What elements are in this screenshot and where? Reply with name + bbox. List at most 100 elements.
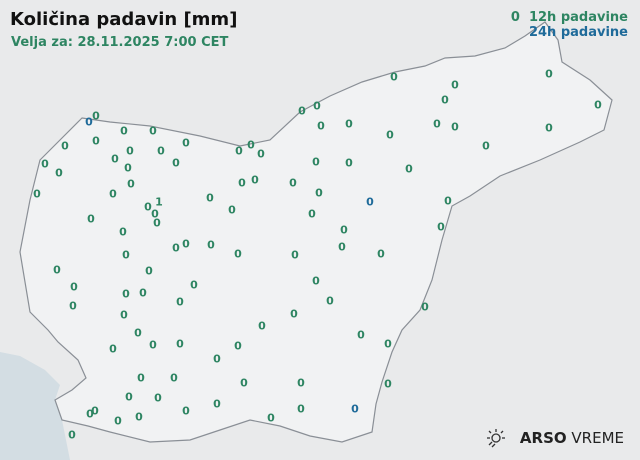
station-value-12h: 0 bbox=[190, 279, 198, 292]
arso-logo[interactable]: ARSO VREME bbox=[486, 428, 624, 448]
station-value-12h: 0 bbox=[213, 353, 221, 366]
station-value-12h: 0 bbox=[70, 281, 78, 294]
sea bbox=[0, 352, 70, 460]
station-value-12h: 0 bbox=[390, 71, 398, 84]
station-value-12h: 0 bbox=[312, 156, 320, 169]
station-value-12h: 0 bbox=[240, 377, 248, 390]
legend-24h: 24h padavine bbox=[511, 25, 628, 40]
station-value-12h: 0 bbox=[257, 148, 265, 161]
station-value-12h: 0 bbox=[444, 195, 452, 208]
station-value-12h: 0 bbox=[451, 121, 459, 134]
station-value-12h: 0 bbox=[157, 145, 165, 158]
station-value-12h: 0 bbox=[405, 163, 413, 176]
station-value-12h: 0 bbox=[297, 377, 305, 390]
station-value-12h: 0 bbox=[313, 100, 321, 113]
station-value-12h: 0 bbox=[69, 300, 77, 313]
station-value-12h: 0 bbox=[386, 129, 394, 142]
station-value-12h: 0 bbox=[267, 412, 275, 425]
station-value-12h: 1 bbox=[155, 196, 163, 209]
station-value-12h: 0 bbox=[437, 221, 445, 234]
station-value-24h: 0 bbox=[366, 196, 374, 209]
station-value-12h: 0 bbox=[235, 145, 243, 158]
station-value-12h: 0 bbox=[312, 275, 320, 288]
station-value-12h: 0 bbox=[441, 94, 449, 107]
station-value-12h: 0 bbox=[154, 392, 162, 405]
legend-12h-label: 12h padavine bbox=[528, 10, 628, 25]
station-value-12h: 0 bbox=[122, 288, 130, 301]
station-value-12h: 0 bbox=[421, 301, 429, 314]
station-value-12h: 0 bbox=[545, 122, 553, 135]
station-value-12h: 0 bbox=[182, 238, 190, 251]
station-value-12h: 0 bbox=[297, 403, 305, 416]
station-value-12h: 0 bbox=[144, 201, 152, 214]
station-value-12h: 0 bbox=[109, 188, 117, 201]
station-value-12h: 0 bbox=[61, 140, 69, 153]
station-value-12h: 0 bbox=[170, 372, 178, 385]
station-value-12h: 0 bbox=[137, 372, 145, 385]
station-value-12h: 0 bbox=[145, 265, 153, 278]
station-value-12h: 0 bbox=[122, 249, 130, 262]
station-value-12h: 0 bbox=[345, 157, 353, 170]
station-value-12h: 0 bbox=[92, 110, 100, 123]
station-value-12h: 0 bbox=[153, 217, 161, 230]
station-value-12h: 0 bbox=[41, 158, 49, 171]
map-title: Količina padavin [mm] bbox=[10, 9, 238, 30]
station-value-12h: 0 bbox=[135, 411, 143, 424]
station-value-12h: 0 bbox=[251, 174, 259, 187]
station-value-12h: 0 bbox=[234, 340, 242, 353]
station-value-12h: 0 bbox=[151, 208, 159, 221]
legend-24h-label: 24h padavine bbox=[528, 25, 628, 40]
station-value-12h: 0 bbox=[33, 188, 41, 201]
station-value-12h: 0 bbox=[545, 68, 553, 81]
station-value-12h: 0 bbox=[384, 378, 392, 391]
station-value-12h: 0 bbox=[317, 120, 325, 133]
station-value-12h: 0 bbox=[182, 405, 190, 418]
station-value-12h: 0 bbox=[258, 320, 266, 333]
station-value-12h: 0 bbox=[291, 249, 299, 262]
station-value-12h: 0 bbox=[172, 157, 180, 170]
legend-12h: 0 12h padavine bbox=[511, 10, 628, 25]
station-value-24h: 0 bbox=[351, 403, 359, 416]
station-value-12h: 0 bbox=[55, 167, 63, 180]
station-value-12h: 0 bbox=[206, 192, 214, 205]
station-value-12h: 0 bbox=[126, 145, 134, 158]
station-value-12h: 0 bbox=[377, 248, 385, 261]
legend: 0 12h padavine 24h padavine bbox=[511, 10, 628, 40]
station-value-12h: 0 bbox=[149, 339, 157, 352]
station-value-12h: 0 bbox=[238, 177, 246, 190]
station-value-12h: 0 bbox=[125, 391, 133, 404]
station-value-12h: 0 bbox=[92, 135, 100, 148]
station-value-12h: 0 bbox=[290, 308, 298, 321]
station-value-12h: 0 bbox=[345, 118, 353, 131]
station-value-12h: 0 bbox=[207, 239, 215, 252]
station-value-12h: 0 bbox=[119, 226, 127, 239]
station-value-12h: 0 bbox=[91, 405, 99, 418]
legend-sample: 0 bbox=[510, 10, 520, 25]
station-value-24h: 0 bbox=[85, 116, 93, 129]
sun-weather-icon bbox=[486, 429, 505, 448]
station-value-12h: 0 bbox=[53, 264, 61, 277]
station-value-12h: 0 bbox=[120, 125, 128, 138]
station-value-12h: 0 bbox=[433, 118, 441, 131]
station-value-12h: 0 bbox=[68, 429, 76, 442]
station-value-12h: 0 bbox=[120, 309, 128, 322]
station-value-12h: 0 bbox=[182, 137, 190, 150]
station-value-12h: 0 bbox=[172, 242, 180, 255]
station-value-12h: 0 bbox=[234, 248, 242, 261]
station-value-12h: 0 bbox=[176, 338, 184, 351]
logo-brand: ARSO bbox=[519, 429, 567, 447]
slovenia-area bbox=[19, 21, 613, 443]
station-value-12h: 0 bbox=[149, 125, 157, 138]
station-value-12h: 0 bbox=[139, 287, 147, 300]
station-value-12h: 0 bbox=[338, 241, 346, 254]
station-value-12h: 0 bbox=[357, 329, 365, 342]
station-value-12h: 0 bbox=[127, 178, 135, 191]
station-value-12h: 0 bbox=[308, 208, 316, 221]
station-value-12h: 0 bbox=[384, 338, 392, 351]
station-value-12h: 0 bbox=[247, 139, 255, 152]
station-value-12h: 0 bbox=[298, 105, 306, 118]
station-value-12h: 0 bbox=[289, 177, 297, 190]
valid-time: Velja za: 28.11.2025 7:00 CET bbox=[11, 35, 229, 50]
station-value-12h: 0 bbox=[87, 213, 95, 226]
